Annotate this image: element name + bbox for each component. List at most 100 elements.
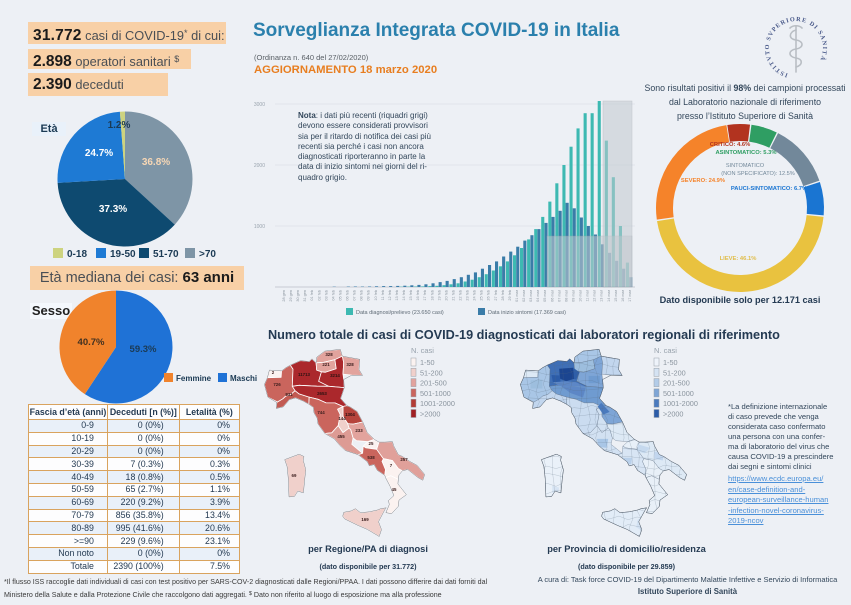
svg-text:831: 831 bbox=[285, 392, 293, 397]
svg-text:14 feb: 14 feb bbox=[402, 290, 406, 301]
svg-text:Data inizio sintomi (17.369 ca: Data inizio sintomi (17.369 casi) bbox=[488, 310, 566, 316]
svg-text:SINTOMATICO: SINTOMATICO bbox=[726, 163, 765, 169]
svg-text:51-200: 51-200 bbox=[663, 368, 686, 377]
svg-text:13 feb: 13 feb bbox=[395, 290, 399, 301]
svg-text:01 feb: 01 feb bbox=[310, 290, 314, 301]
svg-text:501-1000: 501-1000 bbox=[420, 389, 451, 398]
svg-text:726: 726 bbox=[273, 382, 281, 387]
svg-text:328: 328 bbox=[346, 362, 354, 367]
svg-text:1001-2000: 1001-2000 bbox=[663, 399, 698, 408]
svg-text:Femmine: Femmine bbox=[176, 374, 212, 383]
svg-text:>2000: >2000 bbox=[663, 410, 684, 419]
svg-text:14 mar: 14 mar bbox=[607, 289, 611, 302]
svg-text:27 feb: 27 feb bbox=[494, 290, 498, 301]
svg-text:3000: 3000 bbox=[254, 102, 265, 108]
svg-text:2653: 2653 bbox=[317, 391, 327, 396]
svg-text:ASINTOMATICO: 5.3%: ASINTOMATICO: 5.3% bbox=[716, 150, 777, 156]
svg-text:08 feb: 08 feb bbox=[360, 290, 364, 301]
svg-text:12 feb: 12 feb bbox=[388, 290, 392, 301]
svg-text:455: 455 bbox=[337, 434, 345, 439]
svg-text:11 feb: 11 feb bbox=[381, 290, 385, 300]
svg-text:02 feb: 02 feb bbox=[317, 290, 321, 301]
svg-text:N. casi: N. casi bbox=[654, 346, 677, 355]
svg-text:Data diagnosi/prelievo (23.650: Data diagnosi/prelievo (23.650 casi) bbox=[356, 310, 444, 316]
svg-text:16 mar: 16 mar bbox=[621, 289, 625, 302]
svg-text:09 feb: 09 feb bbox=[367, 290, 371, 301]
svg-text:1000: 1000 bbox=[254, 224, 265, 230]
svg-text:1-50: 1-50 bbox=[663, 358, 678, 367]
svg-text:04 mar: 04 mar bbox=[536, 289, 540, 302]
svg-text:2000: 2000 bbox=[254, 163, 265, 169]
svg-text:1304: 1304 bbox=[345, 412, 355, 417]
svg-text:201-500: 201-500 bbox=[663, 379, 690, 388]
svg-text:08 mar: 08 mar bbox=[564, 289, 568, 302]
svg-text:01 mar: 01 mar bbox=[515, 289, 519, 302]
svg-text:29 feb: 29 feb bbox=[508, 290, 512, 301]
svg-text:233: 233 bbox=[355, 428, 363, 433]
svg-text:Maschi: Maschi bbox=[230, 374, 257, 383]
svg-text:328: 328 bbox=[325, 352, 333, 357]
svg-text:05 mar: 05 mar bbox=[543, 289, 547, 302]
svg-text:05 feb: 05 feb bbox=[339, 290, 343, 301]
svg-text:0-18: 0-18 bbox=[67, 249, 87, 260]
svg-text:>70: >70 bbox=[199, 249, 216, 260]
svg-text:03 mar: 03 mar bbox=[529, 289, 533, 302]
svg-text:11 mar: 11 mar bbox=[586, 289, 590, 301]
svg-text:18 feb: 18 feb bbox=[430, 290, 434, 301]
svg-text:SEVERO: 24.9%: SEVERO: 24.9% bbox=[681, 178, 725, 184]
svg-text:30 gen: 30 gen bbox=[296, 290, 300, 302]
svg-text:2: 2 bbox=[272, 370, 275, 375]
svg-text:19-50: 19-50 bbox=[110, 249, 136, 260]
svg-text:69: 69 bbox=[292, 473, 297, 478]
svg-text:CRITICO: 4.6%: CRITICO: 4.6% bbox=[710, 142, 751, 148]
svg-text:17 feb: 17 feb bbox=[423, 290, 427, 301]
svg-text:40.7%: 40.7% bbox=[78, 337, 105, 348]
svg-text:03 feb: 03 feb bbox=[324, 290, 328, 301]
svg-text:201-500: 201-500 bbox=[420, 379, 447, 388]
svg-text:16 feb: 16 feb bbox=[416, 290, 420, 301]
svg-text:11713: 11713 bbox=[298, 372, 311, 377]
svg-text:28 gen: 28 gen bbox=[282, 290, 286, 302]
svg-text:17 mar: 17 mar bbox=[628, 289, 632, 302]
svg-text:06 feb: 06 feb bbox=[346, 290, 350, 301]
svg-text:221: 221 bbox=[322, 362, 330, 367]
svg-text:10 feb: 10 feb bbox=[374, 290, 378, 301]
svg-text:59.3%: 59.3% bbox=[130, 344, 157, 355]
svg-text:N. casi: N. casi bbox=[411, 346, 434, 355]
svg-text:>2000: >2000 bbox=[420, 410, 441, 419]
svg-text:10 mar: 10 mar bbox=[579, 289, 583, 302]
svg-text:1.2%: 1.2% bbox=[108, 120, 131, 131]
svg-text:501-1000: 501-1000 bbox=[663, 389, 694, 398]
svg-text:PAUCI-SINTOMATICO: 6.7%: PAUCI-SINTOMATICO: 6.7% bbox=[731, 186, 807, 192]
svg-text:06 mar: 06 mar bbox=[550, 289, 554, 302]
svg-text:28 feb: 28 feb bbox=[501, 290, 505, 301]
svg-text:09 mar: 09 mar bbox=[572, 289, 576, 302]
svg-text:744: 744 bbox=[317, 410, 325, 415]
svg-text:7: 7 bbox=[390, 463, 393, 468]
svg-text:257: 257 bbox=[400, 457, 408, 462]
svg-text:24 feb: 24 feb bbox=[473, 290, 477, 301]
svg-text:04 feb: 04 feb bbox=[331, 290, 335, 301]
svg-text:07 mar: 07 mar bbox=[557, 289, 561, 302]
svg-text:LIEVE: 46.1%: LIEVE: 46.1% bbox=[720, 256, 757, 262]
svg-text:51-70: 51-70 bbox=[153, 249, 179, 260]
svg-text:02 mar: 02 mar bbox=[522, 289, 526, 302]
svg-text:3214: 3214 bbox=[330, 373, 340, 378]
svg-text:26 feb: 26 feb bbox=[487, 290, 491, 301]
svg-text:23 feb: 23 feb bbox=[466, 290, 470, 301]
svg-text:(NON SPECIFICATO): 12.5%: (NON SPECIFICATO): 12.5% bbox=[721, 171, 794, 177]
svg-text:169: 169 bbox=[361, 517, 369, 522]
svg-text:1001-2000: 1001-2000 bbox=[420, 399, 455, 408]
svg-text:13 mar: 13 mar bbox=[600, 289, 604, 302]
svg-text:22 feb: 22 feb bbox=[459, 290, 463, 301]
svg-text:538: 538 bbox=[367, 455, 375, 460]
svg-text:36.8%: 36.8% bbox=[142, 157, 170, 168]
svg-text:24.7%: 24.7% bbox=[85, 148, 113, 159]
svg-text:15 feb: 15 feb bbox=[409, 290, 413, 301]
svg-text:45: 45 bbox=[392, 487, 397, 492]
svg-text:19 feb: 19 feb bbox=[437, 290, 441, 301]
svg-text:29 gen: 29 gen bbox=[289, 290, 293, 302]
svg-text:37.3%: 37.3% bbox=[99, 204, 127, 215]
svg-text:25: 25 bbox=[369, 441, 374, 446]
svg-text:31 gen: 31 gen bbox=[303, 290, 307, 302]
